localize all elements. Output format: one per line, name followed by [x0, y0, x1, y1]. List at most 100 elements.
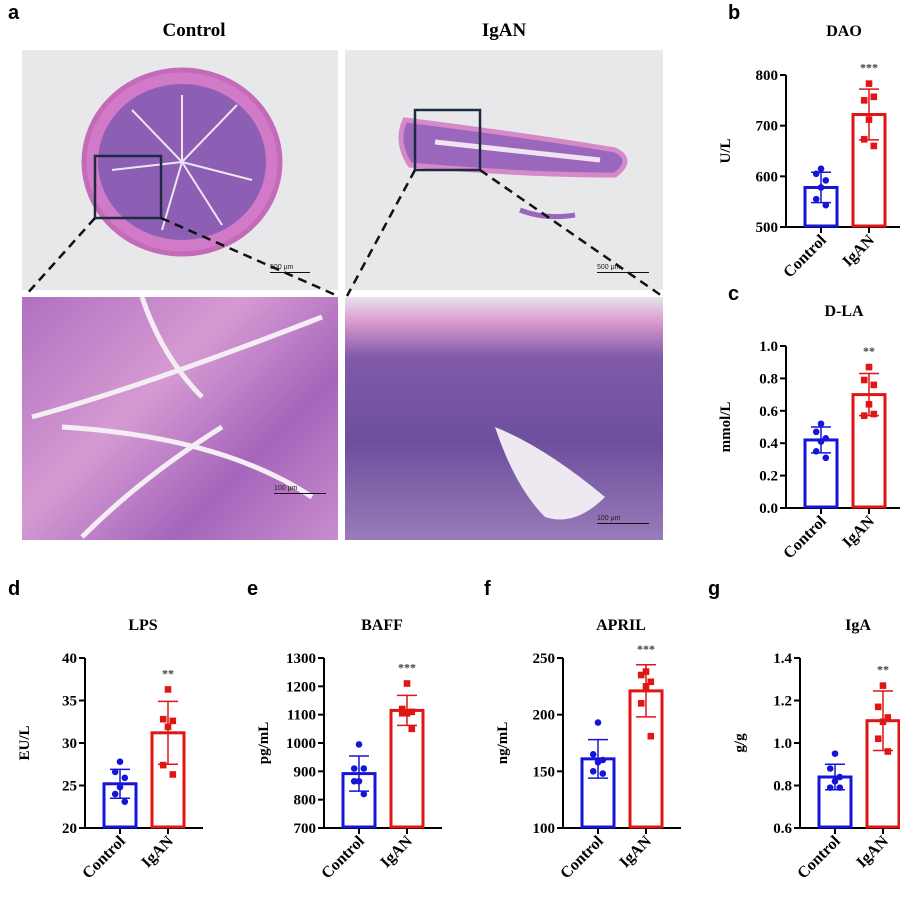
scale-label: 500 μm — [270, 264, 294, 271]
panel-letter-e: e — [247, 578, 259, 600]
data-point — [860, 412, 868, 419]
x-tick-label: Control — [780, 512, 830, 562]
bar-igan — [389, 708, 425, 829]
data-point — [355, 741, 363, 748]
data-point — [822, 201, 830, 209]
chart-title: APRIL — [596, 617, 646, 634]
y-tick-label: 1100 — [287, 708, 316, 724]
y-tick-label: 700 — [756, 119, 779, 135]
data-point — [169, 717, 177, 725]
data-point — [860, 376, 868, 384]
data-point — [159, 761, 167, 769]
data-point — [355, 777, 363, 785]
column-title-control: Control — [162, 20, 226, 41]
scale-bar: 500 μm — [270, 264, 310, 273]
data-point — [860, 97, 868, 104]
data-point — [121, 774, 129, 782]
data-point — [360, 790, 368, 798]
y-tick-label: 800 — [294, 793, 317, 809]
data-point — [164, 723, 172, 731]
panel-letter-g: g — [708, 578, 721, 600]
x-tick-label: IgAN — [839, 512, 878, 551]
chart-title: BAFF — [361, 617, 403, 634]
data-point — [111, 790, 119, 798]
chart-f: APRIL ng/mL 100 150 200 250 Control IgAN *** — [495, 617, 681, 882]
panel-letter-f: f — [484, 578, 491, 600]
data-point — [817, 438, 825, 445]
panel-letter-d: d — [8, 578, 21, 600]
y-tick-label: 700 — [294, 821, 317, 837]
y-axis-label: U/L — [718, 138, 734, 163]
data-point — [594, 719, 602, 726]
data-point — [594, 758, 602, 766]
data-point — [637, 700, 645, 707]
histology-igan-low-mag: 500 μm — [345, 50, 663, 290]
data-point — [589, 768, 597, 775]
y-tick-label: 20 — [62, 821, 77, 837]
y-tick-label: 1000 — [286, 736, 316, 752]
chart-e: BAFF pg/mL 700 800 900 1000 1100 1200 1300 Contro… — [256, 617, 442, 882]
data-point — [350, 765, 358, 772]
x-tick-label: Control — [557, 832, 607, 882]
histology-control-low-mag: 500 μm — [22, 50, 338, 290]
scale-label: 100 μm — [597, 515, 621, 522]
data-point — [121, 798, 129, 805]
column-title-igan: IgAN — [481, 20, 527, 41]
y-tick-label: 0.8 — [759, 371, 778, 387]
data-point — [884, 748, 892, 755]
data-point — [350, 777, 358, 785]
y-tick-label: 0.6 — [759, 404, 778, 420]
data-point — [403, 680, 411, 687]
chart-c: D-LA mmol/L 0.0 0.2 0.4 0.6 0.8 1.0 Control IgAN *… — [718, 303, 900, 562]
y-axis-label: EU/L — [17, 725, 33, 760]
scale-bar: 500 μm — [597, 264, 649, 273]
y-tick-label: 0.6 — [773, 821, 792, 837]
x-tick-label: Control — [794, 832, 844, 882]
y-axis-label: g/g — [732, 733, 748, 753]
y-tick-label: 200 — [533, 708, 556, 724]
x-tick-label: Control — [780, 231, 830, 281]
data-point — [822, 435, 830, 442]
x-tick-label: IgAN — [853, 832, 892, 871]
data-point — [874, 703, 882, 711]
scale-bar: 100 μm — [597, 515, 649, 524]
y-tick-label: 0.4 — [759, 436, 778, 452]
scale-label: 100 μm — [274, 485, 298, 492]
data-point — [831, 750, 839, 757]
data-point — [817, 184, 825, 191]
y-tick-label: 500 — [756, 220, 779, 236]
data-point — [812, 195, 820, 203]
data-point — [822, 177, 830, 184]
data-point — [865, 116, 873, 123]
data-point — [159, 715, 167, 723]
y-tick-label: 40 — [62, 651, 77, 667]
data-point — [647, 732, 655, 740]
data-point — [879, 718, 887, 726]
zoom-guide-lines — [24, 168, 663, 298]
significance-label: *** — [637, 642, 655, 656]
data-point — [398, 705, 406, 713]
data-point — [647, 678, 655, 686]
panel-letter-c: c — [728, 283, 740, 305]
data-point — [589, 751, 597, 758]
significance-label: *** — [860, 61, 878, 75]
y-tick-label: 800 — [756, 68, 779, 84]
data-point — [826, 784, 834, 791]
y-tick-label: 0.8 — [773, 779, 792, 795]
y-tick-label: 1300 — [286, 651, 316, 667]
data-point — [884, 714, 892, 721]
scale-label: 500 μm — [597, 264, 621, 271]
data-point — [599, 770, 607, 777]
y-axis-label: mmol/L — [718, 402, 734, 453]
data-point — [817, 165, 825, 173]
histology-igan-high-mag: 100 μm — [345, 297, 663, 540]
data-point — [836, 784, 844, 791]
data-point — [831, 777, 839, 785]
data-point — [826, 765, 834, 772]
significance-label: ** — [162, 666, 174, 680]
y-tick-label: 25 — [62, 779, 77, 795]
data-point — [398, 709, 406, 717]
chart-title: DAO — [826, 23, 862, 40]
y-tick-label: 250 — [533, 651, 556, 667]
scale-bar: 100 μm — [274, 485, 326, 494]
